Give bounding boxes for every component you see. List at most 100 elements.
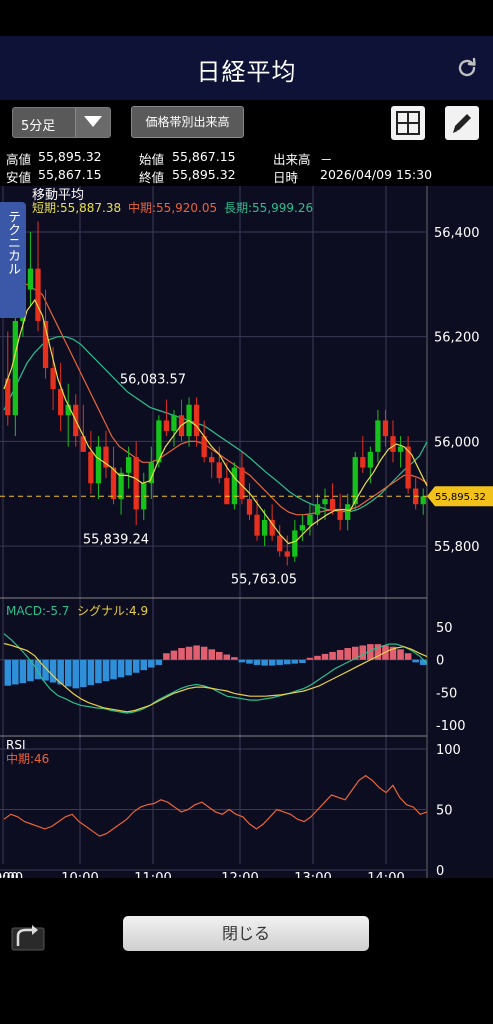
x-tick-label: 15:00 bbox=[0, 871, 19, 878]
low-label: 安値 bbox=[6, 170, 32, 185]
rsi-y-tick-label: 50 bbox=[436, 804, 453, 819]
macd-histogram-bar bbox=[246, 659, 253, 664]
x-tick-label: 13:00 bbox=[294, 871, 331, 878]
macd-y-tick-label: 50 bbox=[436, 621, 453, 636]
ma-legend-item: 短期:55,887.38 bbox=[32, 201, 121, 215]
rsi-line bbox=[3, 774, 428, 837]
short-ma-line bbox=[3, 298, 428, 545]
datetime-label: 日時 bbox=[273, 170, 299, 185]
technical-tab-label: テクニカル bbox=[5, 210, 20, 275]
candle-body bbox=[239, 467, 245, 499]
candle-body bbox=[367, 451, 373, 468]
x-tick-label: 14:00 bbox=[367, 871, 404, 878]
candle-body bbox=[299, 525, 306, 531]
macd-histogram-bar bbox=[291, 659, 299, 664]
dropdown-arrow[interactable] bbox=[75, 108, 110, 137]
mid-ma-line bbox=[3, 283, 428, 516]
close-button[interactable]: 閉じる bbox=[123, 916, 369, 951]
pencil-icon bbox=[453, 114, 471, 133]
layout-grid-button[interactable] bbox=[391, 106, 425, 140]
macd-histogram-bar bbox=[314, 655, 321, 660]
candle-body bbox=[27, 268, 34, 290]
x-tick-label: 10:00 bbox=[61, 871, 98, 878]
candle-body bbox=[35, 268, 41, 321]
macd-histogram-bar bbox=[87, 659, 95, 686]
candle-body bbox=[193, 404, 200, 437]
technical-tab[interactable]: テクニカル bbox=[0, 202, 26, 318]
candle-body bbox=[261, 519, 268, 536]
candle-body bbox=[88, 451, 94, 484]
candle-body bbox=[103, 446, 109, 468]
macd-histogram-bar bbox=[4, 659, 12, 686]
macd-histogram-bar bbox=[268, 659, 276, 666]
macd-histogram-bar bbox=[283, 659, 291, 665]
macd-histogram-bar bbox=[170, 650, 178, 660]
candle-body bbox=[12, 320, 18, 416]
macd-y-tick-label: -100 bbox=[436, 719, 466, 734]
open-label: 始値 bbox=[139, 152, 165, 167]
macd-histogram-bar bbox=[72, 659, 80, 689]
candle-body bbox=[269, 519, 275, 536]
candle-body bbox=[171, 415, 177, 431]
macd-histogram-bar bbox=[299, 659, 306, 663]
status-bar bbox=[0, 0, 493, 36]
close-label: 終値 bbox=[139, 170, 165, 185]
candle-body bbox=[345, 504, 351, 520]
volume-value: － bbox=[320, 152, 333, 167]
candle-body bbox=[50, 368, 56, 390]
macd-histogram-bar bbox=[412, 659, 419, 663]
chart-svg[interactable]: 56,400 56,200 56,000 55,800 55,895.32 56,083.… bbox=[0, 186, 493, 886]
macd-histogram-bar bbox=[57, 659, 64, 685]
draw-button[interactable] bbox=[445, 106, 479, 140]
macd-histogram-bar bbox=[178, 648, 185, 660]
candle-body bbox=[254, 514, 260, 536]
macd-histogram-bar bbox=[351, 646, 359, 660]
macd-histogram-bar bbox=[42, 659, 49, 681]
interval-select[interactable]: 5分足 bbox=[12, 107, 111, 138]
title-bar: 日経平均 bbox=[0, 36, 493, 100]
candle-body bbox=[337, 509, 343, 520]
macd-histogram-bar bbox=[306, 657, 314, 660]
rsi-label: 中期:46 bbox=[6, 751, 49, 766]
candle-body bbox=[284, 551, 290, 557]
macd-histogram-bar bbox=[117, 659, 125, 678]
macd-histogram-bar bbox=[344, 648, 351, 660]
rsi-y-tick-label: 100 bbox=[436, 743, 461, 758]
price-annotation: 55,839.24 bbox=[83, 533, 149, 548]
price-annotation: 56,083.57 bbox=[120, 373, 186, 388]
close-value: 55,895.32 bbox=[172, 167, 236, 182]
macd-histogram-bar bbox=[27, 659, 34, 682]
quote-info: 高値 55,895.32 始値 55,867.15 出来高 － 安値 55,86… bbox=[0, 146, 493, 186]
grid-icon bbox=[396, 111, 420, 135]
candle-body bbox=[118, 472, 124, 499]
macd-histogram-bar bbox=[321, 653, 329, 660]
volume-by-price-button[interactable]: 価格帯別出来高 bbox=[131, 106, 244, 138]
macd-histogram-bar bbox=[163, 653, 170, 660]
macd-histogram-bar bbox=[367, 644, 374, 660]
macd-histogram-bar bbox=[276, 659, 283, 665]
candle-body bbox=[360, 457, 366, 468]
rotate-screen-icon[interactable] bbox=[10, 916, 46, 952]
candle-body bbox=[125, 457, 132, 473]
candle-body bbox=[231, 467, 238, 505]
candle-body bbox=[397, 446, 404, 452]
macd-y-tick-label: -50 bbox=[436, 686, 457, 701]
ma-legend-item: 中期:55,920.05 bbox=[128, 200, 217, 215]
candle-body bbox=[95, 446, 102, 484]
macd-line bbox=[3, 633, 428, 714]
macd-histogram-bar bbox=[389, 646, 397, 660]
candle-body bbox=[110, 467, 117, 499]
macd-histogram-bar bbox=[359, 645, 367, 660]
macd-histogram-bar bbox=[253, 659, 261, 665]
refresh-icon[interactable] bbox=[455, 56, 479, 80]
macd-histogram-bar bbox=[110, 659, 117, 680]
open-value: 55,867.15 bbox=[172, 149, 236, 164]
bottom-bar: 閉じる bbox=[0, 878, 493, 1024]
candle-body bbox=[292, 530, 298, 557]
macd-histogram-bar bbox=[49, 659, 57, 683]
candle-body bbox=[141, 483, 147, 510]
macd-histogram-bar bbox=[374, 644, 382, 660]
datetime-value: 2026/04/09 15:30 bbox=[320, 167, 433, 182]
interval-select-value: 5分足 bbox=[21, 119, 56, 134]
chart-area[interactable]: 56,400 56,200 56,000 55,800 55,895.32 56,083.… bbox=[0, 186, 493, 886]
